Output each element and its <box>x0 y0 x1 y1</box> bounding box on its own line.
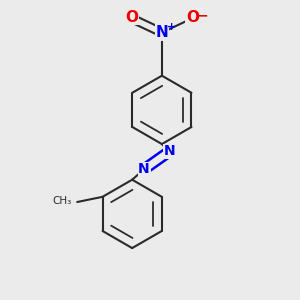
Text: O: O <box>186 10 199 25</box>
Text: +: + <box>167 22 176 32</box>
Text: N: N <box>164 145 175 158</box>
Text: O: O <box>125 10 138 25</box>
Text: CH₃: CH₃ <box>52 196 72 206</box>
Text: N: N <box>138 162 150 176</box>
Text: N: N <box>155 25 168 40</box>
Text: −: − <box>197 8 208 22</box>
